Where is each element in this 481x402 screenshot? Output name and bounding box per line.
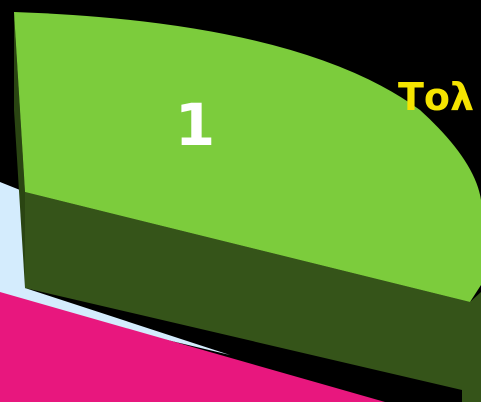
slice-top	[14, 12, 481, 302]
slice-side	[25, 192, 481, 402]
pink-slice	[0, 292, 385, 402]
side-text: Τολ	[398, 75, 474, 119]
slice-label: 1	[175, 91, 215, 159]
slice-left-side	[14, 12, 25, 288]
